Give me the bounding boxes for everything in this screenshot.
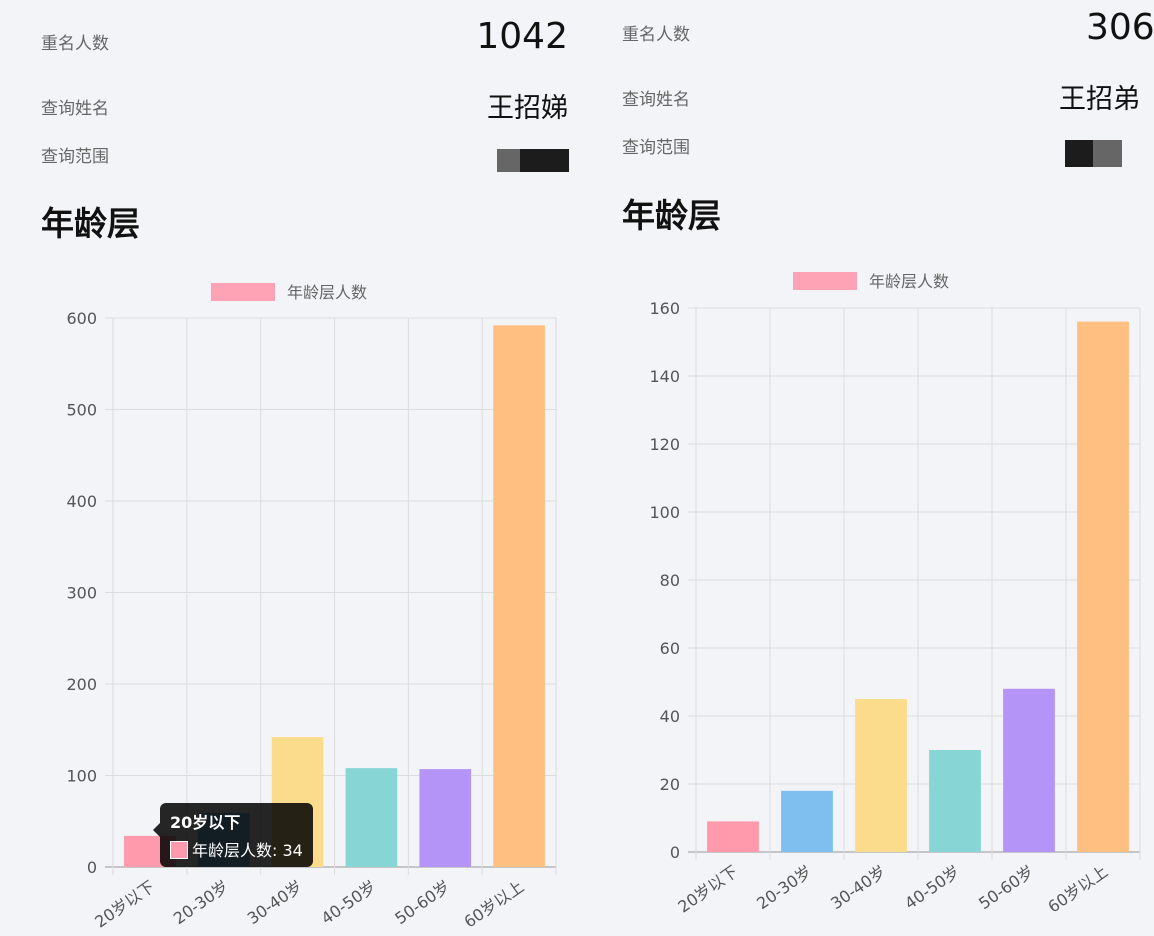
bar-2 [781, 790, 833, 852]
x-tick-label: 20岁以下 [91, 877, 158, 932]
tooltip-title: 20岁以下 [170, 813, 241, 832]
dup-count-value: 1042 [476, 16, 568, 57]
bar-5 [1003, 688, 1055, 852]
y-tick-label: 500 [66, 401, 97, 420]
y-tick-label: 140 [649, 367, 680, 386]
x-tick-label: 40-50岁 [318, 877, 380, 928]
y-tick-label: 20 [660, 775, 680, 794]
y-tick-label: 40 [660, 707, 680, 726]
tooltip-swatch [170, 841, 188, 859]
query-name-value: 王招弟 [1059, 84, 1140, 115]
section-title: 年龄层 [41, 204, 140, 243]
bar-4 [345, 768, 398, 867]
chart-tooltip: 20岁以下 年龄层人数: 34 [153, 803, 313, 867]
left-panel: 重名人数 1042 查询姓名 王招娣 查询范围 年龄层 年龄层人数 0 100 200… [41, 16, 569, 932]
tooltip-series: 年龄层人数 [192, 841, 273, 860]
x-tick-label: 20-30岁 [753, 862, 815, 913]
legend-label: 年龄层人数 [869, 272, 949, 291]
x-tick-label: 30-40岁 [827, 862, 889, 913]
y-tick-label: 300 [66, 584, 97, 603]
y-tick-label: 100 [649, 503, 680, 522]
legend-swatch [211, 283, 275, 301]
query-name-value: 王招娣 [487, 93, 568, 124]
x-tick-label: 20-30岁 [170, 877, 232, 928]
query-name-label: 查询姓名 [41, 99, 109, 119]
x-tick-label: 30-40岁 [244, 877, 306, 928]
x-tick-label: 20岁以下 [674, 862, 741, 917]
legend-label: 年龄层人数 [287, 283, 367, 302]
right-panel: 重名人数 306 查询姓名 王招弟 查询范围 年龄层 年龄层人数 0 20 40 60 8… [577, 0, 1154, 936]
x-tick-label: 50-60岁 [391, 877, 453, 928]
bar-3 [855, 699, 907, 852]
redacted-range-value [1065, 140, 1122, 167]
tooltip-value: 34 [282, 841, 303, 860]
dup-count-label: 重名人数 [41, 34, 109, 54]
y-tick-label: 400 [66, 492, 97, 511]
query-name-label: 查询姓名 [622, 90, 690, 110]
x-tick-label: 40-50岁 [901, 862, 963, 913]
bar-5 [419, 769, 472, 867]
x-tick-label: 50-60岁 [975, 862, 1037, 913]
query-range-label: 查询范围 [41, 147, 109, 167]
y-tick-label: 80 [660, 571, 680, 590]
query-range-label: 查询范围 [622, 138, 690, 158]
redacted-range-value [497, 149, 569, 172]
y-tick-label: 60 [660, 639, 680, 658]
y-tick-label: 0 [670, 843, 680, 862]
legend-swatch [793, 272, 857, 290]
y-tick-label: 200 [66, 675, 97, 694]
dup-count-value: 306 [1086, 7, 1154, 48]
y-tick-label: 100 [66, 767, 97, 786]
y-tick-label: 600 [66, 309, 97, 328]
section-title: 年龄层 [622, 196, 721, 235]
x-tick-label: 60岁以上 [460, 877, 527, 932]
bar-4 [929, 750, 981, 852]
age-bar-chart: 年龄层人数 0 20 40 60 80 100 120 140 160 20岁以下 20-30岁 30-… [649, 272, 1141, 917]
bar-1 [707, 821, 759, 852]
y-tick-label: 120 [649, 435, 680, 454]
dup-count-label: 重名人数 [622, 25, 690, 45]
bar-6 [1077, 321, 1129, 853]
y-tick-label: 160 [649, 299, 680, 318]
y-tick-label: 0 [87, 858, 97, 877]
bar-6 [493, 325, 545, 867]
x-tick-label: 60岁以上 [1044, 862, 1111, 917]
